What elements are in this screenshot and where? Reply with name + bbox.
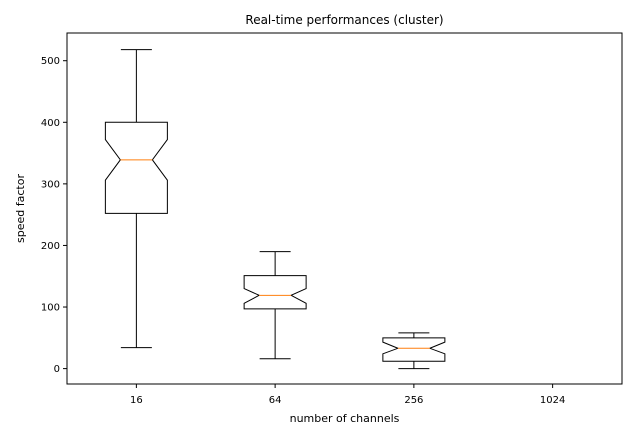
- y-axis-label: speed factor: [14, 174, 27, 243]
- x-tick-label: 16: [130, 395, 143, 406]
- axes: 0 100 200 300 400 500 16 64 256 1024: [41, 32, 623, 406]
- plot-area: [104, 49, 446, 370]
- box-group-256: [382, 332, 446, 370]
- box-body: [243, 275, 307, 310]
- box-body: [104, 121, 168, 214]
- x-axis-label: number of channels: [290, 412, 400, 425]
- box-group-16: [104, 49, 168, 349]
- y-tick-label: 400: [41, 118, 60, 129]
- y-tick-label: 300: [41, 179, 60, 190]
- y-tick-label: 0: [54, 364, 60, 375]
- plot-frame: [66, 32, 623, 385]
- chart-title: Real-time performances (cluster): [245, 13, 443, 27]
- box-group-64: [243, 251, 307, 360]
- x-tick-label: 256: [404, 395, 423, 406]
- box-body: [382, 337, 446, 362]
- y-tick-label: 200: [41, 241, 60, 252]
- y-tick-label: 100: [41, 303, 60, 314]
- x-tick-label: 1024: [540, 395, 565, 406]
- y-tick-label: 500: [41, 56, 60, 67]
- x-tick-label: 64: [269, 395, 282, 406]
